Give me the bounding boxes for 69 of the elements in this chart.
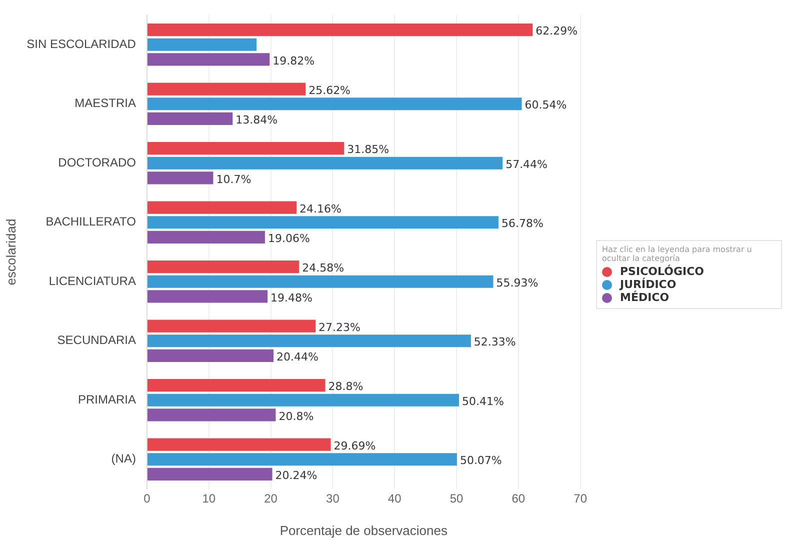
bar (147, 172, 214, 184)
data-label: 19.82% (272, 54, 315, 68)
bar (147, 468, 272, 480)
bar (147, 98, 522, 110)
data-label: 29.69% (334, 439, 376, 452)
x-tick-label: 0 (144, 492, 151, 506)
data-label: 20.24% (275, 469, 318, 482)
x-tick-label: 70 (574, 492, 588, 506)
bar (147, 334, 471, 348)
data-label: 31.85% (347, 143, 390, 156)
data-label: 19.06% (268, 232, 310, 246)
bar (147, 156, 503, 170)
data-label: 50.41% (462, 394, 504, 408)
bar (147, 260, 300, 274)
data-label: 20.8% (278, 410, 314, 423)
y-tick-label: (NA) (111, 452, 136, 466)
legend-label: PSICOLÓGICO (620, 265, 704, 278)
bar (147, 379, 326, 392)
data-label: 60.54% (524, 98, 567, 112)
data-label: 20.44% (276, 350, 318, 364)
bar (147, 394, 460, 406)
bar (147, 275, 494, 288)
data-label: 13.84% (236, 114, 278, 127)
bar (147, 53, 270, 66)
bar (147, 142, 344, 155)
bar (147, 201, 297, 214)
data-label: 56.78% (501, 217, 544, 230)
x-tick-label: 40 (388, 492, 402, 506)
x-tick-label: 20 (264, 492, 278, 506)
legend-label: MÉDICO (620, 291, 670, 304)
x-tick-label: 50 (450, 492, 464, 506)
y-tick-label: DOCTORADO (58, 155, 136, 170)
data-label: 24.58% (302, 262, 344, 275)
data-label: 62.29% (536, 24, 578, 38)
x-tick-label: 30 (326, 492, 340, 506)
bar (147, 24, 533, 36)
bar (147, 453, 457, 466)
bar (147, 408, 276, 422)
y-tick-label: SECUNDARIA (57, 333, 136, 348)
x-axis-title: Porcentaje de observaciones (280, 522, 448, 538)
data-label: 25.62% (308, 84, 351, 97)
bar (147, 349, 274, 362)
y-tick-label: SIN ESCOLARIDAD (26, 36, 136, 51)
x-tick-label: 60 (512, 492, 526, 506)
data-label: 52.33% (474, 336, 516, 349)
bar (147, 230, 265, 244)
bar (147, 216, 498, 229)
data-label: 57.44% (506, 158, 548, 171)
data-label: 28.8% (328, 380, 364, 394)
y-tick-label: PRIMARIA (78, 392, 136, 406)
bar (147, 38, 257, 51)
bar (147, 82, 306, 96)
y-tick-label: BACHILLERATO (46, 214, 136, 229)
bar (147, 112, 233, 125)
y-axis-title: escolaridad (3, 218, 18, 286)
legend-label: JURÍDICO (620, 278, 676, 291)
x-tick-label: 10 (202, 492, 216, 506)
data-label: 10.7% (216, 172, 252, 186)
legend-title: Haz clic en la leyenda para mostrar u ocultar la categoría (602, 245, 753, 263)
bar (147, 438, 331, 451)
data-label: 27.23% (318, 320, 360, 334)
data-label: 24.16% (300, 202, 342, 216)
data-label: 19.48% (270, 291, 313, 304)
bar (147, 320, 316, 332)
data-label: 50.07% (460, 454, 502, 468)
y-tick-label: LICENCIATURA (48, 274, 136, 288)
y-tick-label: MAESTRIA (74, 96, 136, 110)
bar (147, 290, 268, 303)
data-label: 55.93% (496, 276, 538, 290)
